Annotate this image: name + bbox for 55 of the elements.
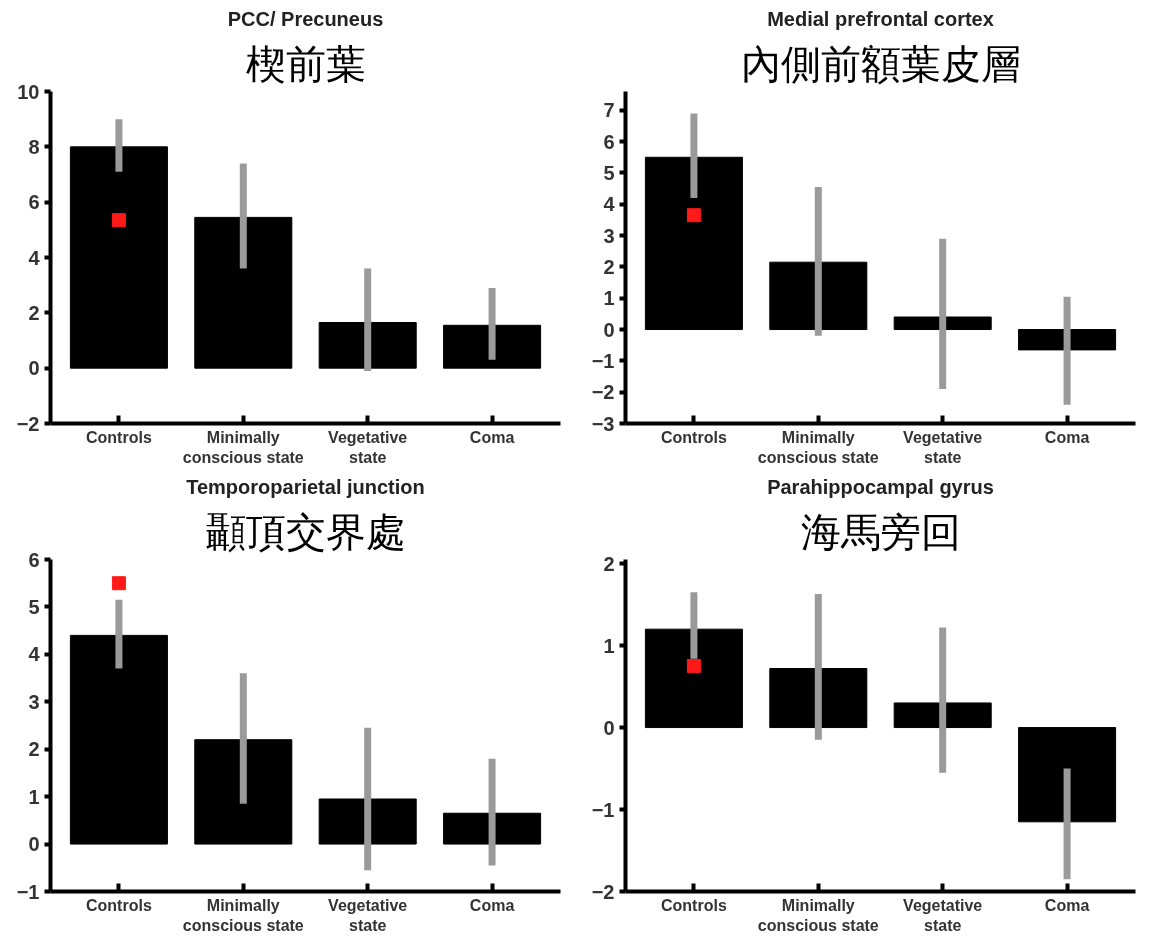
x-tick-label: Controls bbox=[86, 896, 152, 914]
y-tick-label: 5 bbox=[603, 161, 615, 184]
y-tick-label: 2 bbox=[28, 738, 40, 761]
y-tick-label: 8 bbox=[28, 135, 40, 158]
y-tick-label: −3 bbox=[591, 412, 615, 435]
y-tick-label: 2 bbox=[603, 552, 615, 575]
x-tick-label: Minimally conscious state bbox=[757, 896, 879, 934]
y-tick-label: 0 bbox=[28, 833, 40, 856]
y-tick-label: 6 bbox=[603, 130, 615, 153]
y-tick-label: −1 bbox=[591, 349, 615, 372]
y-tick-label: 3 bbox=[28, 690, 40, 713]
y-tick-label: −1 bbox=[16, 880, 40, 903]
y-tick-label: 6 bbox=[28, 191, 40, 214]
x-tick-label: Minimally conscious state bbox=[757, 428, 879, 466]
y-tick-label: 7 bbox=[603, 99, 615, 122]
x-tick-label: Vegetative state bbox=[903, 896, 983, 934]
y-tick-label: 6 bbox=[28, 548, 40, 571]
x-tick-label: Controls bbox=[661, 896, 727, 914]
y-tick-label: 10 bbox=[17, 80, 40, 103]
y-tick-label: 1 bbox=[603, 634, 615, 657]
x-tick-label: Vegetative state bbox=[328, 896, 408, 934]
y-tick-label: 0 bbox=[28, 357, 40, 380]
y-tick-label: 5 bbox=[28, 595, 40, 618]
x-tick-label: Vegetative state bbox=[903, 428, 983, 466]
x-tick-label: Coma bbox=[469, 896, 515, 914]
y-tick-label: 0 bbox=[603, 716, 615, 739]
y-tick-label: −2 bbox=[591, 381, 615, 404]
chart-subtitle: 海馬旁回 bbox=[800, 509, 961, 555]
chart-subtitle: 楔前葉 bbox=[245, 41, 366, 87]
y-tick-label: 3 bbox=[603, 224, 615, 247]
x-tick-label: Vegetative state bbox=[328, 428, 408, 466]
y-tick-label: 2 bbox=[603, 255, 615, 278]
y-tick-label: −1 bbox=[591, 798, 615, 821]
x-tick-label: Minimally conscious state bbox=[182, 428, 304, 466]
y-tick-label: −2 bbox=[591, 880, 615, 903]
x-tick-label: Coma bbox=[469, 428, 515, 446]
chart-title: Temporoparietal junction bbox=[186, 475, 425, 498]
y-tick-label: 2 bbox=[28, 301, 40, 324]
y-tick-label: 1 bbox=[603, 287, 615, 310]
x-tick-label: Minimally conscious state bbox=[182, 896, 304, 934]
chart-title: Parahippocampal gyrus bbox=[767, 475, 994, 498]
chart-subtitle: 顳頂交界處 bbox=[205, 509, 406, 555]
x-tick-label: Coma bbox=[1044, 428, 1090, 446]
chart-title: Medial prefrontal cortex bbox=[767, 7, 994, 30]
x-tick-label: Coma bbox=[1044, 896, 1090, 914]
x-tick-label: Controls bbox=[86, 428, 152, 446]
y-tick-label: 4 bbox=[603, 193, 616, 216]
y-tick-label: 0 bbox=[603, 318, 615, 341]
chart-subtitle: 內側前額葉皮層 bbox=[740, 41, 1021, 87]
y-tick-label: 4 bbox=[28, 246, 41, 269]
y-tick-label: 4 bbox=[28, 643, 41, 666]
chart-title: PCC/ Precuneus bbox=[227, 7, 384, 30]
y-tick-label: −2 bbox=[16, 412, 40, 435]
x-tick-label: Controls bbox=[661, 428, 727, 446]
y-tick-label: 1 bbox=[28, 785, 40, 808]
